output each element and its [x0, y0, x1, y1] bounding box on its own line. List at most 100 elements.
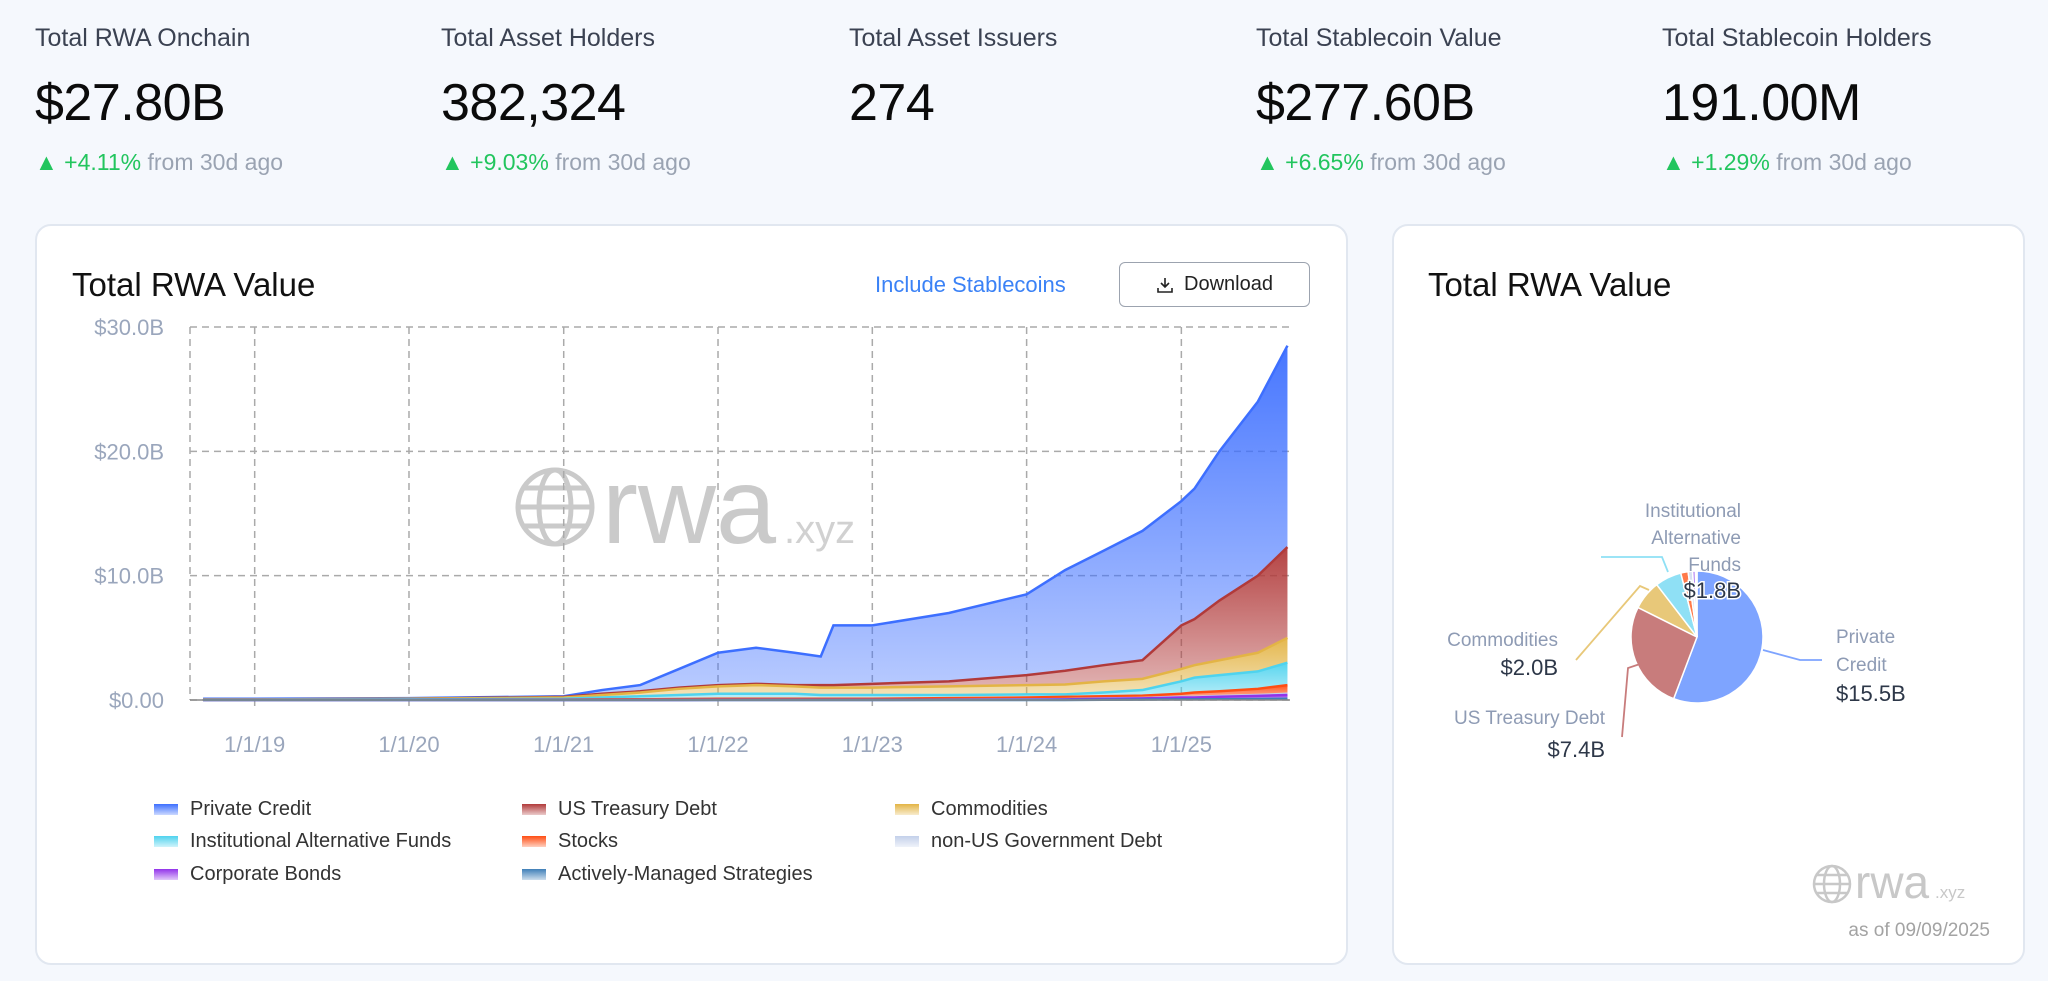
legend-item[interactable]: Commodities [895, 798, 1048, 821]
stat-value: $27.80B [35, 74, 226, 132]
x-tick-label: 1/1/21 [533, 732, 594, 757]
download-icon [1157, 277, 1173, 293]
stat-value: $277.60B [1256, 74, 1475, 132]
legend-swatch [154, 836, 178, 847]
stat-label: Total Asset Issuers [849, 24, 1058, 52]
series-line [203, 636, 1289, 701]
stat-change: ▲ +1.29% from 30d ago [1662, 149, 1932, 176]
pie-value-label: $7.4B [1548, 737, 1606, 762]
legend-label: Stocks [558, 830, 619, 852]
change-percent: +9.03% [470, 149, 549, 175]
legend-item[interactable]: Actively-Managed Strategies [522, 863, 813, 886]
x-tick-label: 1/1/19 [224, 732, 285, 757]
area-commodities[interactable] [203, 637, 1288, 700]
stat-label: Total RWA Onchain [35, 24, 251, 52]
stat-asset-holders: Total Asset Holders 382,324 ▲ +9.03% fro… [441, 24, 691, 176]
pie-leader-line [1621, 663, 1641, 738]
svg-text:rwa: rwa [1855, 856, 1930, 908]
legend-swatch [895, 804, 919, 815]
legend-swatch [522, 804, 546, 815]
stat-value: 191.00M [1662, 74, 1861, 132]
area-private-credit[interactable] [203, 345, 1288, 700]
stat-label: Total Stablecoin Value [1256, 24, 1502, 52]
legend-label: Commodities [931, 798, 1048, 820]
legend-item[interactable]: Corporate Bonds [154, 863, 341, 886]
pie-value-label: $15.5B [1836, 681, 1906, 706]
legend-label: non-US Government Debt [931, 830, 1163, 852]
change-suffix: from 30d ago [1370, 149, 1506, 175]
globe-icon [515, 467, 595, 547]
change-percent: +4.11% [64, 149, 142, 175]
legend-label: US Treasury Debt [558, 798, 717, 820]
legend-swatch [154, 804, 178, 815]
area-chart-title: Total RWA Value [72, 266, 316, 303]
stat-label: Total Stablecoin Holders [1662, 24, 1932, 52]
stat-stablecoin-holders: Total Stablecoin Holders 191.00M ▲ +1.29… [1662, 24, 1932, 176]
pie-label: Institutional [1645, 501, 1741, 522]
stat-total-rwa: Total RWA Onchain $27.80B ▲ +4.11% from … [35, 24, 283, 176]
legend-swatch [154, 869, 178, 880]
legend-item[interactable]: Stocks [522, 830, 618, 853]
pie-value-label: $2.0B [1501, 655, 1559, 680]
legend-swatch [522, 869, 546, 880]
pie-slice-us-treasury-debt[interactable] [1630, 606, 1698, 700]
legend-item[interactable]: US Treasury Debt [522, 798, 717, 821]
x-tick-label: 1/1/20 [378, 732, 439, 757]
stat-stablecoin-value: Total Stablecoin Value $277.60B ▲ +6.65%… [1256, 24, 1506, 176]
svg-text:.xyz: .xyz [1935, 883, 1965, 902]
pie-leader-line [1601, 556, 1669, 573]
pie-watermark: rwa .xyz [1812, 856, 1965, 908]
pie-label: US Treasury Debt [1454, 708, 1606, 729]
pie-value-label: $1.8B [1684, 578, 1742, 603]
series-line [203, 345, 1289, 701]
x-tick-label: 1/1/23 [842, 732, 903, 757]
stat-change: ▲ +6.65% from 30d ago [1256, 149, 1506, 176]
pie-chart-title: Total RWA Value [1428, 266, 1672, 303]
download-label: Download [1184, 273, 1273, 295]
pie-leader-line [1575, 584, 1650, 661]
legend-item[interactable]: Private Credit [154, 798, 311, 821]
stat-label: Total Asset Holders [441, 24, 655, 52]
stat-value: 382,324 [441, 74, 626, 132]
series-line [203, 661, 1288, 701]
legend-label: Private Credit [190, 798, 312, 820]
legend-item[interactable]: non-US Government Debt [895, 830, 1162, 853]
y-tick-label: $0.00 [109, 688, 164, 713]
chart-watermark: rwa .xyz [515, 445, 855, 566]
legend-label: Corporate Bonds [190, 863, 342, 885]
y-tick-label: $10.0B [94, 564, 164, 589]
pie-label: Commodities [1447, 630, 1558, 651]
pie-label: Alternative [1651, 528, 1741, 549]
stat-change: ▲ +4.11% from 30d ago [35, 149, 283, 176]
y-tick-label: $30.0B [94, 315, 164, 340]
svg-text:rwa: rwa [602, 445, 777, 566]
globe-icon [1812, 864, 1852, 904]
legend-swatch [895, 836, 919, 847]
stat-asset-issuers: Total Asset Issuers 274 [849, 24, 1057, 133]
up-arrow-icon: ▲ [35, 149, 58, 175]
up-arrow-icon: ▲ [1662, 149, 1685, 175]
legend-swatch [522, 836, 546, 847]
pie-label: Credit [1836, 655, 1887, 676]
stat-value: 274 [849, 74, 935, 132]
pie-leader-line [1762, 649, 1822, 661]
change-percent: +6.65% [1285, 149, 1364, 175]
download-button[interactable]: Download [1119, 262, 1310, 307]
x-tick-label: 1/1/24 [996, 732, 1057, 757]
legend-item[interactable]: Institutional Alternative Funds [154, 830, 451, 853]
as-of-date: as of 09/09/2025 [1848, 920, 1990, 941]
svg-text:.xyz: .xyz [784, 508, 855, 552]
change-percent: +1.29% [1691, 149, 1770, 175]
up-arrow-icon: ▲ [1256, 149, 1279, 175]
pie-slice-actively-managed-strategies[interactable] [1694, 570, 1698, 638]
include-stablecoins-toggle[interactable]: Include Stablecoins [875, 272, 1066, 297]
x-tick-label: 1/1/22 [687, 732, 748, 757]
legend-label: Institutional Alternative Funds [190, 830, 452, 852]
stat-change: ▲ +9.03% from 30d ago [441, 149, 691, 176]
change-suffix: from 30d ago [555, 149, 691, 175]
up-arrow-icon: ▲ [441, 149, 464, 175]
legend-label: Actively-Managed Strategies [558, 863, 813, 885]
pie-slice-private-credit[interactable] [1672, 570, 1764, 704]
pie-label: Private [1836, 627, 1895, 648]
